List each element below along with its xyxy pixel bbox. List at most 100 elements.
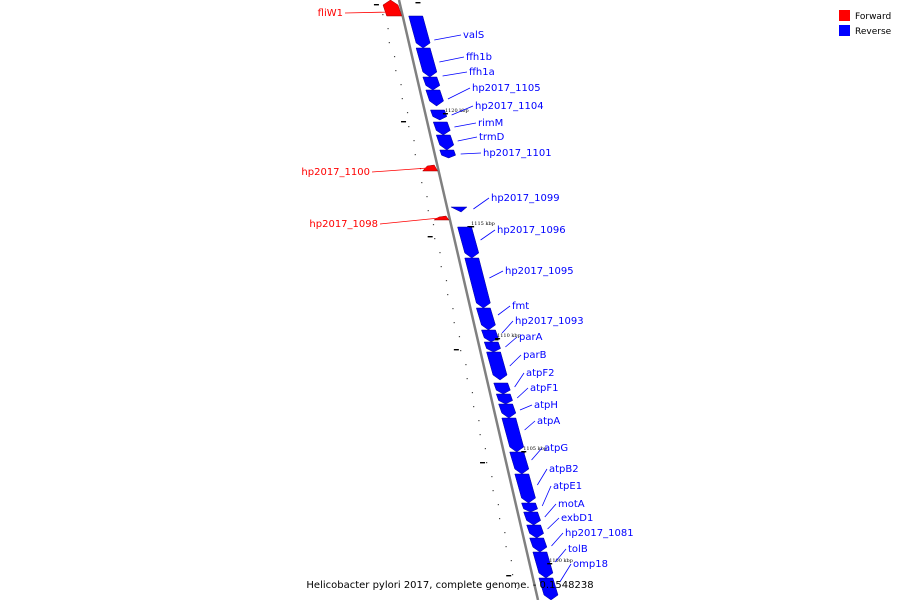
ruler-dot: [406, 112, 409, 114]
gene-label-hp2017_1099: hp2017_1099: [491, 193, 560, 204]
gene-parA: [483, 341, 501, 353]
gene-leader-atpE1: [541, 485, 552, 507]
gene-atpG: [509, 451, 530, 475]
ruler-dot: [401, 98, 403, 100]
tick-label: 1115 kbp: [471, 221, 495, 227]
ruler-dot: [395, 70, 397, 72]
ruler-dot: [387, 28, 389, 30]
gene-label-hp2017_1101: hp2017_1101: [483, 148, 552, 159]
legend-forward-label: Forward: [855, 12, 891, 22]
gene-leader-parB: [509, 354, 522, 367]
gene-label-hp2017_1096: hp2017_1096: [497, 225, 566, 236]
gene-label-ffh1b: ffh1b: [466, 52, 492, 63]
tick-mark: [442, 113, 448, 115]
ruler-dot: [517, 588, 519, 590]
ruler-dot: [478, 420, 480, 422]
gene-label-rimM: rimM: [478, 118, 503, 129]
gene-leader-exbD1: [547, 517, 560, 530]
gene-label-hp2017_1081: hp2017_1081: [565, 528, 634, 539]
ruler-dot: [499, 518, 501, 520]
gene-hp2017_1098: [433, 215, 450, 221]
gene-hp2017_1096: [457, 226, 480, 259]
gene-label-ffh1a: ffh1a: [469, 67, 495, 78]
ruler-dash: [373, 4, 379, 6]
ruler-dot: [427, 210, 429, 212]
ruler-dot: [432, 224, 435, 226]
ruler-dot: [408, 126, 410, 128]
gene-leader-ffh1b: [439, 56, 465, 63]
ruler-dash: [506, 575, 512, 577]
gene-label-hp2017_1104: hp2017_1104: [475, 101, 544, 112]
legend-reverse-swatch: [839, 25, 850, 36]
gene-parB: [486, 351, 508, 381]
tick-label: 1110 kbp: [497, 333, 521, 339]
gene-leader-ffh1a: [442, 71, 468, 77]
gene-hp2017_1104: [430, 109, 448, 121]
gene-motA: [523, 511, 541, 526]
gene-hp2017_1093: [481, 329, 499, 343]
gene-label-atpE1: atpE1: [553, 481, 582, 492]
gene-leader-atpH: [519, 404, 533, 411]
gene-trmD: [435, 134, 455, 151]
gene-rimM: [432, 121, 451, 136]
ruler-dot: [511, 574, 514, 576]
ruler-dot: [479, 434, 481, 436]
gene-leader-rimM: [454, 122, 477, 128]
ruler-dot: [434, 238, 436, 240]
position-ticks: 1120 kbp 1115 kbp 1110 kbp 1105 kbp 1100 kbp: [442, 108, 573, 565]
ruler-dash: [427, 236, 433, 238]
gene-label-parB: parB: [523, 350, 547, 361]
ruler-dot: [486, 462, 488, 464]
gene-leader-atpB2: [537, 468, 548, 486]
ruler-dot: [504, 532, 506, 534]
gene-ffh1a: [422, 76, 441, 91]
gene-leader-hp2017_1095: [489, 270, 504, 279]
gene-leader-hp2017_1093: [501, 320, 514, 334]
gene-atpF2: [493, 382, 511, 395]
gene-atpE1: [521, 502, 538, 513]
ruler-dash: [415, 2, 421, 4]
ruler-dot: [460, 350, 462, 352]
ruler-dot: [492, 490, 494, 492]
ruler-dot: [465, 364, 467, 366]
ruler-dot: [497, 504, 499, 506]
gene-label-atpF1: atpF1: [530, 383, 559, 394]
gene-atpF1: [495, 393, 513, 405]
legend-reverse-label: Reverse: [855, 27, 892, 37]
gene-leader-parA: [505, 336, 518, 348]
ruler-dot: [473, 406, 475, 408]
gene-valS: [408, 15, 431, 49]
gene-hp2017_1100: [422, 164, 439, 172]
tick-label: 1100 kbp: [549, 558, 573, 564]
gene-label-hp2017_1100: hp2017_1100: [301, 167, 370, 178]
gene-leader-fliW1: [344, 11, 392, 14]
gene-label-trmD: trmD: [479, 132, 505, 143]
genome-backbone: [397, 0, 540, 600]
gene-leader-hp2017_1098: [379, 217, 440, 225]
gene-label-atpG: atpG: [544, 443, 568, 454]
tick-label: 1105 kbp: [523, 446, 547, 452]
ruler-dot: [447, 294, 449, 296]
gene-ffh1b: [415, 47, 438, 78]
gene-label-fliW1: fliW1: [318, 8, 343, 19]
ruler-dot: [382, 14, 384, 16]
gene-omp18: [538, 577, 559, 600]
gene-atpH: [498, 403, 517, 419]
ruler-dot: [445, 280, 448, 282]
ruler-dot: [426, 196, 428, 198]
ruler-dot: [452, 308, 454, 310]
gene-hp2017_1101: [439, 149, 456, 159]
ruler-dot: [505, 546, 507, 548]
gene-atpA: [501, 417, 525, 453]
ruler-dash: [480, 462, 486, 464]
tick-mark: [521, 451, 527, 453]
gene-label-hp2017_1093: hp2017_1093: [515, 316, 584, 327]
ruler-dot: [458, 336, 461, 338]
ruler-dot: [388, 42, 390, 44]
gene-label-atpH: atpH: [534, 400, 558, 411]
ruler-dots: [382, 14, 519, 590]
gene-hp2017_1081: [529, 537, 548, 553]
ruler-dot: [453, 322, 455, 324]
ruler-dot: [471, 392, 474, 394]
ruler-dot: [413, 140, 415, 142]
